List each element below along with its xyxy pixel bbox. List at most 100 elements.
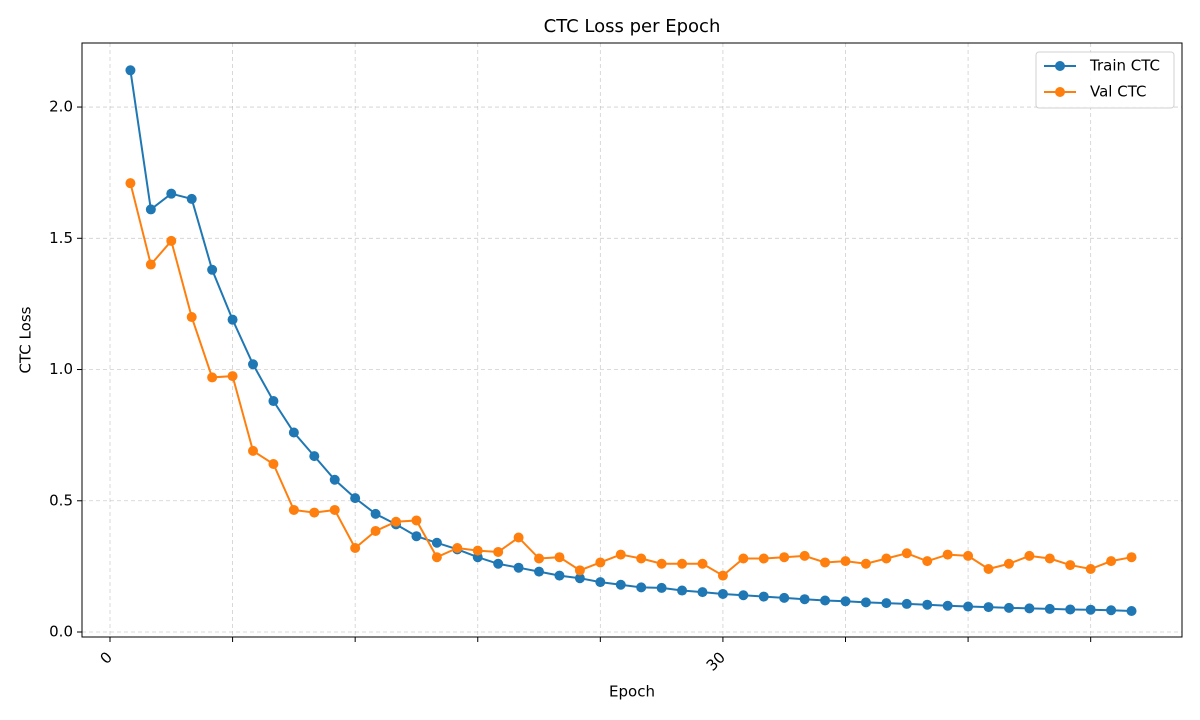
data-point: [1044, 553, 1055, 564]
data-point: [656, 582, 667, 593]
data-point: [207, 372, 218, 383]
data-point: [125, 65, 136, 76]
data-point: [1003, 558, 1014, 569]
data-point: [963, 550, 974, 561]
data-point: [799, 550, 810, 561]
data-point: [983, 564, 994, 575]
data-point: [942, 600, 953, 611]
y-tick-label: 0.5: [49, 491, 73, 509]
data-point: [452, 543, 463, 554]
data-point: [738, 553, 749, 564]
data-point: [186, 312, 197, 323]
data-point: [411, 515, 422, 526]
data-point: [779, 592, 790, 603]
data-point: [145, 259, 156, 270]
x-tick-label: 0: [97, 648, 116, 667]
data-point: [370, 525, 381, 536]
data-point: [717, 588, 728, 599]
data-point: [881, 553, 892, 564]
data-point: [227, 371, 238, 382]
data-point: [411, 531, 422, 542]
data-point: [309, 451, 320, 462]
data-point: [513, 562, 524, 573]
data-point: [574, 565, 585, 576]
data-point: [595, 577, 606, 588]
data-point: [758, 591, 769, 602]
data-point: [963, 601, 974, 612]
data-point: [350, 543, 361, 554]
x-tick-label: 30: [703, 648, 729, 674]
legend-marker: [1055, 61, 1065, 71]
data-point: [677, 585, 688, 596]
data-point: [166, 235, 177, 246]
data-point: [534, 566, 545, 577]
data-point: [329, 474, 340, 485]
data-point: [513, 532, 524, 543]
data-point: [554, 552, 565, 563]
data-point: [145, 204, 156, 215]
data-point: [534, 553, 545, 564]
data-point: [248, 445, 259, 456]
data-point: [615, 579, 626, 590]
data-point: [431, 537, 442, 548]
data-point: [248, 359, 259, 370]
data-point: [820, 595, 831, 606]
data-point: [738, 590, 749, 601]
plot-frame: [81, 42, 1183, 638]
data-point: [350, 493, 361, 504]
data-point: [288, 427, 299, 438]
data-point: [309, 507, 320, 518]
data-point: [860, 597, 871, 608]
data-point: [636, 582, 647, 593]
data-point: [922, 556, 933, 567]
data-point: [554, 570, 565, 581]
data-point: [166, 188, 177, 199]
chart-title: CTC Loss per Epoch: [544, 16, 721, 37]
y-tick-label: 1.0: [49, 360, 73, 378]
data-point: [391, 516, 402, 527]
data-point: [227, 314, 238, 325]
data-point: [758, 553, 769, 564]
y-tick-label: 0.0: [49, 623, 73, 641]
data-point: [697, 587, 708, 598]
data-point: [1106, 605, 1117, 616]
data-point: [901, 598, 912, 609]
legend-marker: [1055, 87, 1065, 97]
data-point: [677, 558, 688, 569]
data-point: [656, 558, 667, 569]
data-point: [1044, 603, 1055, 614]
data-point: [840, 596, 851, 607]
data-point: [860, 558, 871, 569]
data-point: [370, 508, 381, 519]
data-point: [1106, 556, 1117, 567]
data-point: [983, 602, 994, 613]
data-point: [697, 558, 708, 569]
data-point: [1065, 604, 1076, 615]
data-point: [186, 193, 197, 204]
data-point: [942, 549, 953, 560]
data-point: [1085, 564, 1096, 575]
legend-label: Val CTC: [1090, 83, 1146, 101]
data-point: [1126, 552, 1137, 563]
data-point: [1085, 604, 1096, 615]
data-point: [493, 546, 504, 557]
x-axis-label: Epoch: [609, 683, 655, 701]
data-point: [779, 552, 790, 563]
y-axis-label: CTC Loss: [17, 306, 35, 373]
data-point: [574, 573, 585, 584]
data-point: [1024, 603, 1035, 614]
series-line: [129, 182, 1132, 577]
data-point: [717, 570, 728, 581]
data-point: [1126, 606, 1137, 617]
data-point: [636, 553, 647, 564]
data-point: [1003, 602, 1014, 613]
data-point: [901, 548, 912, 559]
data-point: [1065, 560, 1076, 571]
data-point: [615, 549, 626, 560]
data-point: [268, 396, 279, 407]
data-point: [881, 598, 892, 609]
legend-label: Train CTC: [1089, 57, 1160, 75]
data-point: [268, 459, 279, 470]
data-point: [595, 557, 606, 568]
